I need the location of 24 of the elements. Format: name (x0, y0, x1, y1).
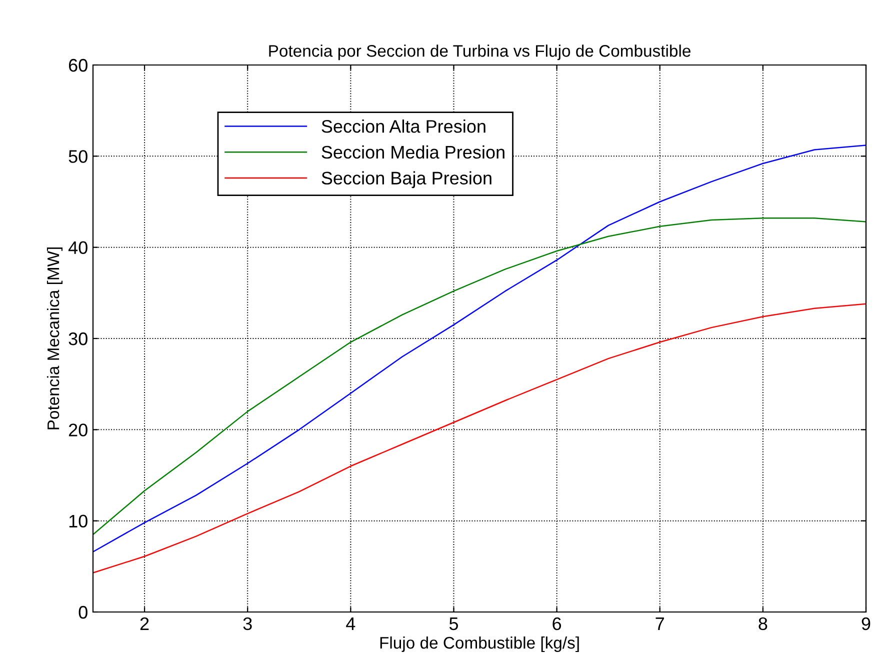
y-tick-label: 40 (68, 241, 88, 254)
chart-title: Potencia por Seccion de Turbina vs Flujo de Combustible (269, 44, 690, 60)
x-tick-label: 5 (449, 618, 458, 630)
y-axis-title: Potencia Mecanica [MW] (46, 248, 62, 430)
line-series (93, 144, 866, 552)
x-tick-label: 2 (140, 617, 149, 630)
y-tick-label: 50 (68, 150, 88, 163)
x-tick-label: 8 (758, 617, 768, 630)
y-tick-label: 20 (68, 424, 88, 436)
x-tick-label: 7 (656, 618, 664, 630)
y-tick-label: 10 (69, 514, 88, 528)
x-tick-label: 3 (243, 617, 252, 630)
y-tick-label: 0 (78, 606, 88, 619)
legend-label: Seccion Baja Presion (322, 171, 492, 188)
x-tick-label: 9 (862, 617, 870, 630)
x-tick-label: 4 (346, 618, 356, 630)
line-series (93, 218, 866, 536)
legend-label: Seccion Alta Presion (322, 120, 486, 133)
legend-label: Seccion Media Presion (322, 145, 504, 159)
x-axis-title: Flujo de Combustible [kg/s] (380, 636, 579, 652)
y-tick-label: 60 (68, 58, 88, 72)
y-tick-label: 30 (68, 332, 88, 346)
line-series (93, 303, 866, 574)
x-tick-label: 6 (552, 617, 562, 630)
